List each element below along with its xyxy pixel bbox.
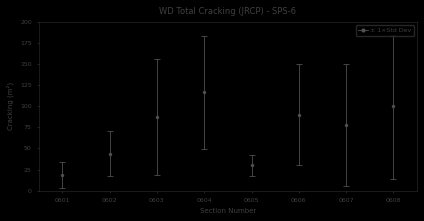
Point: [153, 116, 160, 119]
Title: WD Total Cracking (JRCP) - SPS-6: WD Total Cracking (JRCP) - SPS-6: [159, 7, 296, 16]
Point: [59, 173, 66, 176]
Y-axis label: Cracking (m²): Cracking (m²): [7, 82, 14, 130]
Point: [248, 164, 255, 167]
Legend: ± 1×Std Dev: ± 1×Std Dev: [356, 25, 414, 36]
Point: [106, 152, 113, 155]
Point: [296, 113, 302, 117]
Point: [343, 123, 349, 127]
Point: [201, 90, 208, 94]
X-axis label: Section Number: Section Number: [200, 208, 256, 214]
Point: [390, 105, 397, 108]
